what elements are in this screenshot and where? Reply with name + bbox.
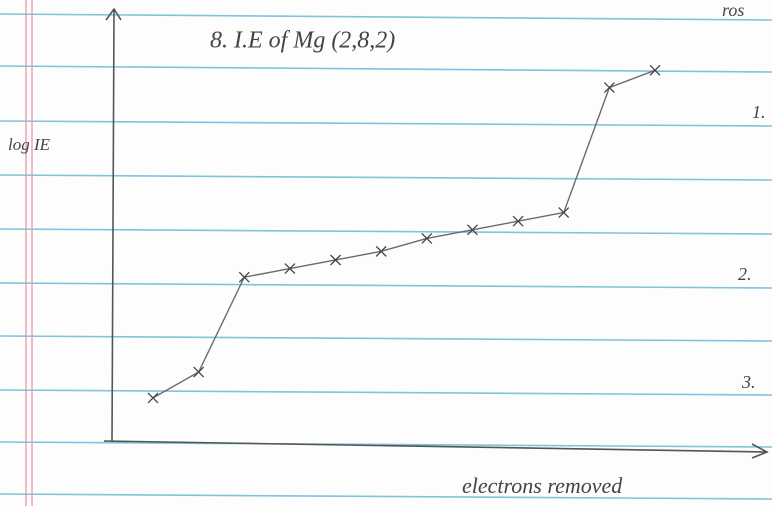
x-axis-label: electrons removed (462, 473, 623, 498)
paper (0, 0, 772, 506)
notebook-page: 8. I.E of Mg (2,8,2) log IE electrons re… (0, 0, 772, 506)
margin-note: 3. (741, 372, 756, 392)
margin-note: 2. (738, 264, 752, 284)
margin-note: ros (722, 0, 744, 20)
y-axis-label: log IE (8, 135, 51, 154)
chart-title: 8. I.E of Mg (2,8,2) (210, 28, 395, 54)
margin-note: 1. (752, 102, 766, 122)
